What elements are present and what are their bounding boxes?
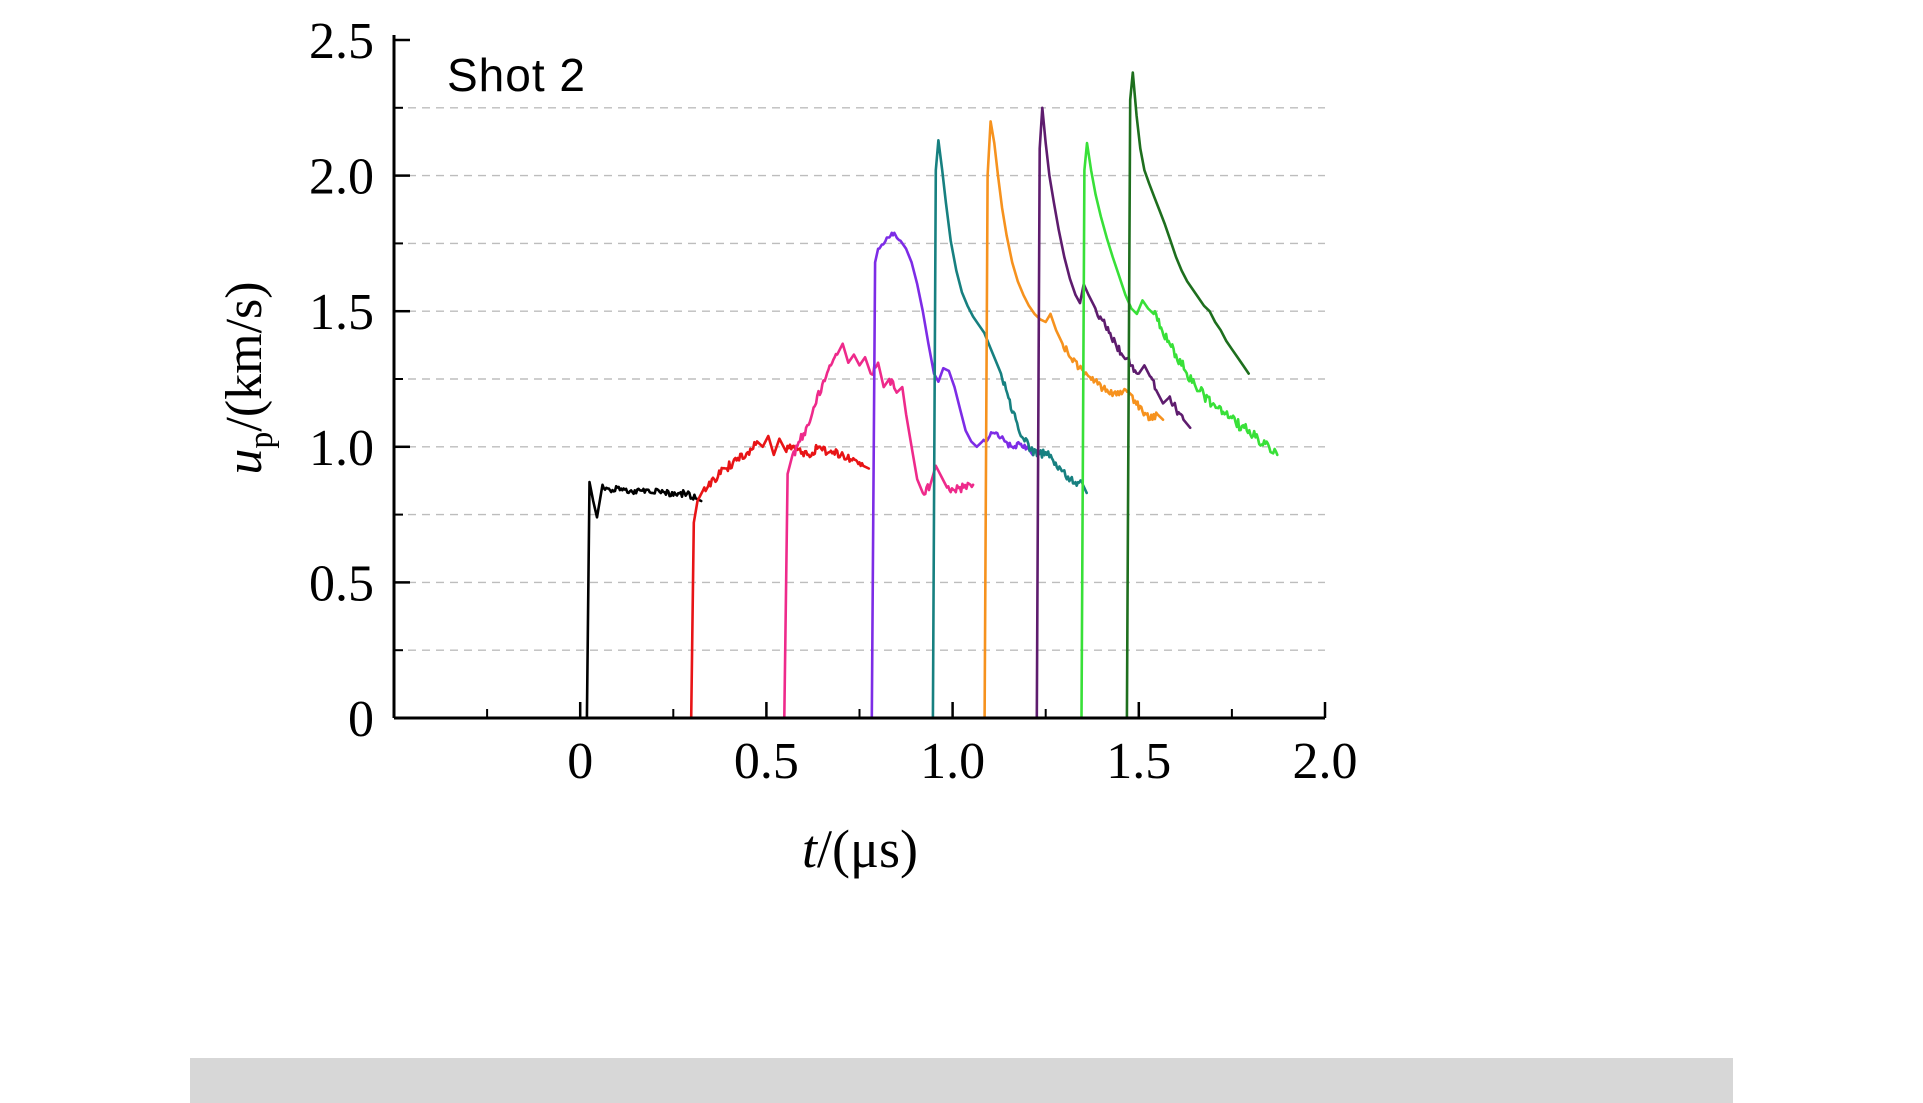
x-tick-label: 2.0 [1293,733,1358,790]
series-trace-dark-purple [1035,106,1192,720]
x-tick-label: 0 [567,733,593,790]
y-tick-label: 1.0 [309,420,374,477]
series-trace-black [585,480,703,720]
y-axis-units: /(km/s) [215,281,273,432]
y-axis-label: up/(km/s) [215,281,281,474]
x-axis-label: t/(μs) [802,818,918,880]
y-axis-subscript: p [243,431,281,449]
y-tick-label: 2.5 [309,13,374,70]
y-tick-label: 2.0 [309,149,374,206]
y-tick-label: 1.5 [309,284,374,341]
footer-band [190,1058,1733,1103]
series-trace-orange [983,120,1165,720]
y-axis-variable: u [215,448,273,475]
x-tick-label: 1.5 [1106,733,1171,790]
y-tick-label: 0 [348,691,374,748]
series-trace-dark-green [1125,71,1250,720]
x-tick-label: 1.0 [920,733,985,790]
series-trace-magenta [783,342,975,720]
series-trace-violet [870,231,1034,720]
series-trace-red [689,434,871,720]
x-tick-label: 0.5 [734,733,799,790]
y-tick-label: 0.5 [309,555,374,612]
x-axis-variable: t [802,819,818,879]
x-axis-units: /(μs) [817,819,918,879]
series-trace-teal [931,139,1088,720]
series-trace-bright-green [1080,141,1279,720]
chart-title: Shot 2 [447,49,586,101]
